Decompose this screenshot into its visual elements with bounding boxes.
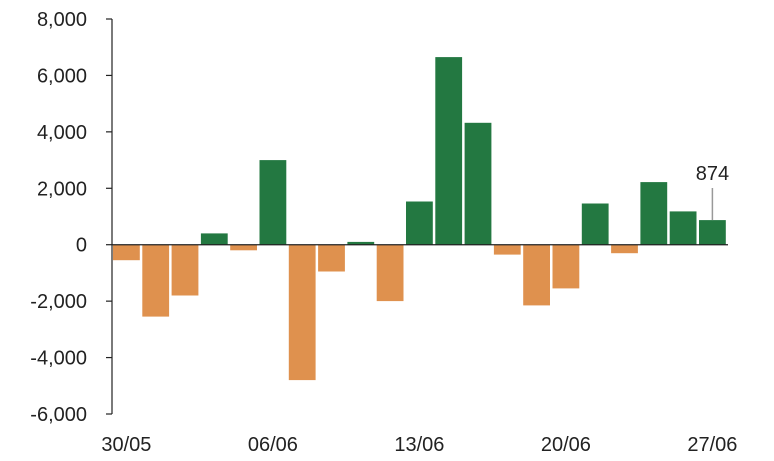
y-tick-label: 6,000 [37,65,87,87]
x-tick-label: 13/06 [394,434,444,456]
x-axis-ticks: 30/05 06/06 13/06 20/06 27/06 [101,434,737,456]
x-tick-label: 20/06 [541,434,591,456]
annotation-label: 874 [696,163,729,185]
y-tick-label: -6,000 [30,404,87,426]
bar [493,244,521,255]
bar [464,122,492,245]
bar [259,160,287,245]
annotations-layer: 874 [696,163,729,221]
bar [552,244,580,289]
x-tick-label: 06/06 [248,434,298,456]
x-tick-label: 30/05 [101,434,151,456]
bar [318,244,345,272]
y-axis-ticks: 8,000 6,000 4,000 2,000 0 -2,000 -4,000 -6,000 [30,9,112,426]
bar [288,244,316,381]
bar [669,211,697,245]
y-tick-label: 8,000 [37,9,87,31]
bar [523,244,550,306]
bar [640,182,668,245]
bar [406,201,433,245]
y-tick-label: -4,000 [30,348,87,370]
bar [376,244,404,302]
bar [581,203,609,245]
bar [435,57,463,245]
bar [142,244,170,317]
bar [699,220,726,245]
bar [347,241,375,245]
y-tick-label: 4,000 [37,122,87,144]
bar [171,244,199,296]
y-tick-label: 0 [76,235,87,257]
y-tick-label: 2,000 [37,178,87,200]
x-tick-label: 27/06 [687,434,737,456]
bar [230,244,257,251]
bar [113,244,140,261]
bars-layer [113,57,726,381]
bar [200,233,228,245]
y-tick-label: -2,000 [30,291,87,313]
bar [611,244,638,254]
